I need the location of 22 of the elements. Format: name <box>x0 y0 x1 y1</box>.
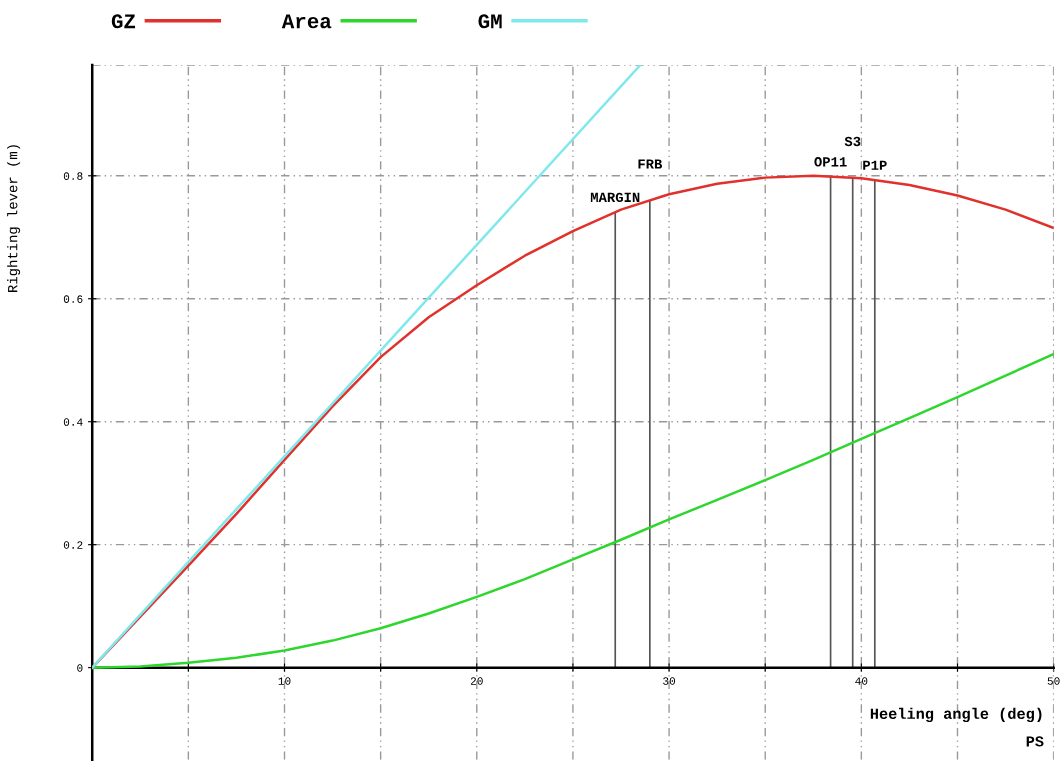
x-tick-label: 50 <box>1047 677 1060 685</box>
y-tick-label: 0.8 <box>63 172 83 180</box>
annotation: PS <box>1026 736 1044 747</box>
line-series <box>92 352 1054 669</box>
ref-line-label: MARGIN <box>590 192 640 203</box>
x-tick-label: 10 <box>278 677 291 685</box>
x-tick-label: 20 <box>470 677 483 685</box>
y-tick-label: 0 <box>77 664 83 672</box>
ref-line-label: OP11 <box>814 157 847 167</box>
y-axis-title: Righting lever (m) <box>7 145 21 292</box>
x-tick-label: 40 <box>855 677 868 685</box>
x-axis-title: Heeling angle (deg) <box>870 707 1042 723</box>
legend-label: GM <box>478 14 502 29</box>
ref-line-label: P1P <box>863 160 887 170</box>
legend-label: Area <box>281 14 332 29</box>
x-tick-label: 30 <box>663 677 676 685</box>
legend-label: GZ <box>111 14 136 29</box>
y-tick-label: 0.4 <box>63 418 83 426</box>
y-tick-label: 0.2 <box>63 541 83 549</box>
y-tick-label: 0.6 <box>63 295 83 303</box>
ref-line-label: S3 <box>844 136 861 147</box>
ref-line-label: FRB <box>638 159 663 169</box>
